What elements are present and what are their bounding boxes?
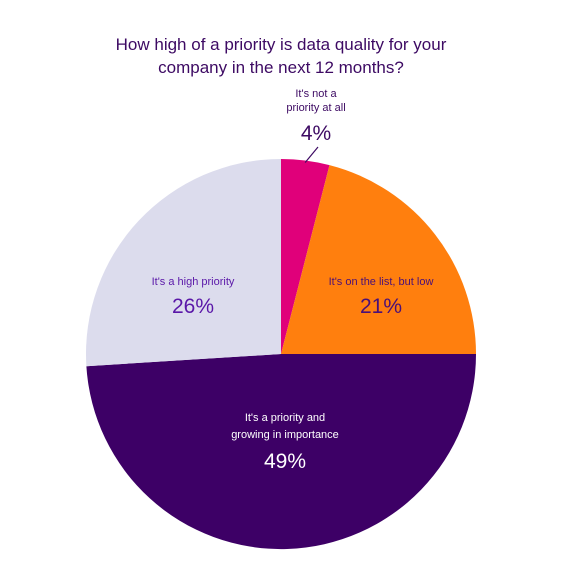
pie-slices [85, 159, 476, 550]
slice-labels: It's not a priority at all 4% It's on the l… [152, 88, 434, 473]
chart-title-line-2: company in the next 12 months? [158, 58, 404, 77]
chart-title-line-1: How high of a priority is data quality f… [116, 35, 447, 54]
slice-label-priority-and-growing-line-2: growing in importance [231, 429, 339, 441]
slice-value-high-priority: 26% [172, 295, 214, 318]
slice-label-priority-and-growing-line-1: It's a priority and [245, 412, 325, 424]
slice-value-not-a-priority: 4% [301, 122, 331, 145]
slice-label-not-a-priority-line-1: It's not a [295, 88, 337, 100]
pie-slice-on-list-but-low [281, 165, 476, 354]
slice-label-not-a-priority-line-2: priority at all [286, 102, 345, 114]
slice-label-high-priority-line-1: It's a high priority [152, 276, 235, 288]
pie-slice-priority-and-growing [86, 354, 476, 550]
slice-value-priority-and-growing: 49% [264, 450, 306, 473]
slice-value-on-list-but-low: 21% [360, 295, 402, 318]
leader-line-not-a-priority [304, 146, 319, 163]
slice-label-on-list-but-low-line-1: It's on the list, but low [329, 276, 434, 288]
pie-slice-high-priority [85, 159, 281, 367]
pie-slice-not-a-priority [281, 159, 330, 354]
